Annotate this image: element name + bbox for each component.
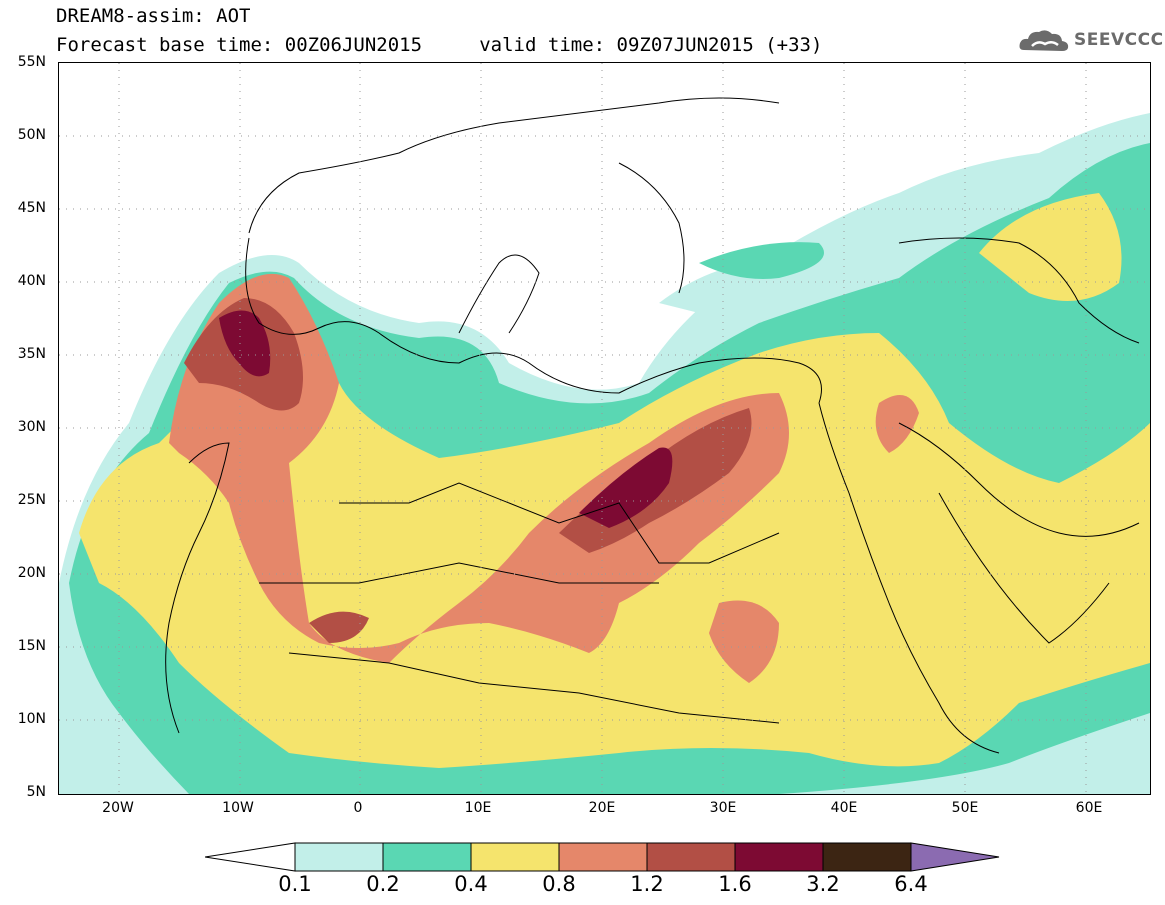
colorbar-label: 0.2 [366, 872, 400, 896]
lon-tick-label: 60E [1075, 800, 1103, 816]
aot-contour-svg [59, 63, 1150, 794]
lon-tick-label: 40E [830, 800, 858, 816]
colorbar-label: 0.1 [278, 872, 312, 896]
lat-tick-label: 10N [17, 711, 46, 727]
colorbar-segment [646, 842, 736, 872]
aot-level-0.8 [169, 273, 919, 683]
colorbar-segment [382, 842, 472, 872]
cloud-icon [1019, 30, 1069, 51]
logo-text: SEEVCCC [1074, 30, 1164, 50]
forecast-times: Forecast base time: 00Z06JUN2015 valid t… [56, 34, 823, 56]
lon-tick-label: 0 [353, 800, 363, 816]
map-title: DREAM8-assim: AOT [56, 5, 251, 27]
colorbar-label: 0.4 [454, 872, 488, 896]
colorbar-label: 6.4 [894, 872, 928, 896]
colorbar-segment [558, 842, 648, 872]
country-borders [165, 97, 1140, 754]
lat-tick-label: 25N [17, 492, 46, 508]
lon-tick-label: 30E [709, 800, 737, 816]
colorbar-segment [734, 842, 824, 872]
colorbar-segment [294, 842, 384, 872]
lon-tick-label: 50E [951, 800, 979, 816]
lat-tick-label: 40N [17, 273, 46, 289]
colorbar-label: 0.8 [542, 872, 576, 896]
aot-map[interactable] [58, 62, 1151, 795]
colorbar-arrow-low [205, 842, 296, 872]
lon-tick-label: 10E [464, 800, 492, 816]
aot-level-1.6 [219, 310, 673, 528]
colorbar-segment [822, 842, 912, 872]
lon-tick-label: 20W [102, 800, 134, 816]
colorbar-label: 1.6 [718, 872, 752, 896]
colorbar-segment [470, 842, 560, 872]
lat-tick-label: 30N [17, 419, 46, 435]
seevccc-logo [1018, 26, 1158, 56]
lon-tick-label: 20E [588, 800, 616, 816]
lat-tick-label: 50N [17, 127, 46, 143]
lat-tick-label: 35N [17, 346, 46, 362]
colorbar-arrow-high [910, 842, 1000, 872]
lat-tick-label: 5N [26, 784, 46, 800]
lat-tick-label: 45N [17, 200, 46, 216]
lat-tick-label: 20N [17, 565, 46, 581]
lat-tick-label: 15N [17, 638, 46, 654]
lon-tick-label: 10W [222, 800, 254, 816]
colorbar-label: 1.2 [630, 872, 664, 896]
aot-colorbar [205, 842, 1000, 872]
colorbar-label: 3.2 [806, 872, 840, 896]
lat-tick-label: 55N [17, 54, 46, 70]
